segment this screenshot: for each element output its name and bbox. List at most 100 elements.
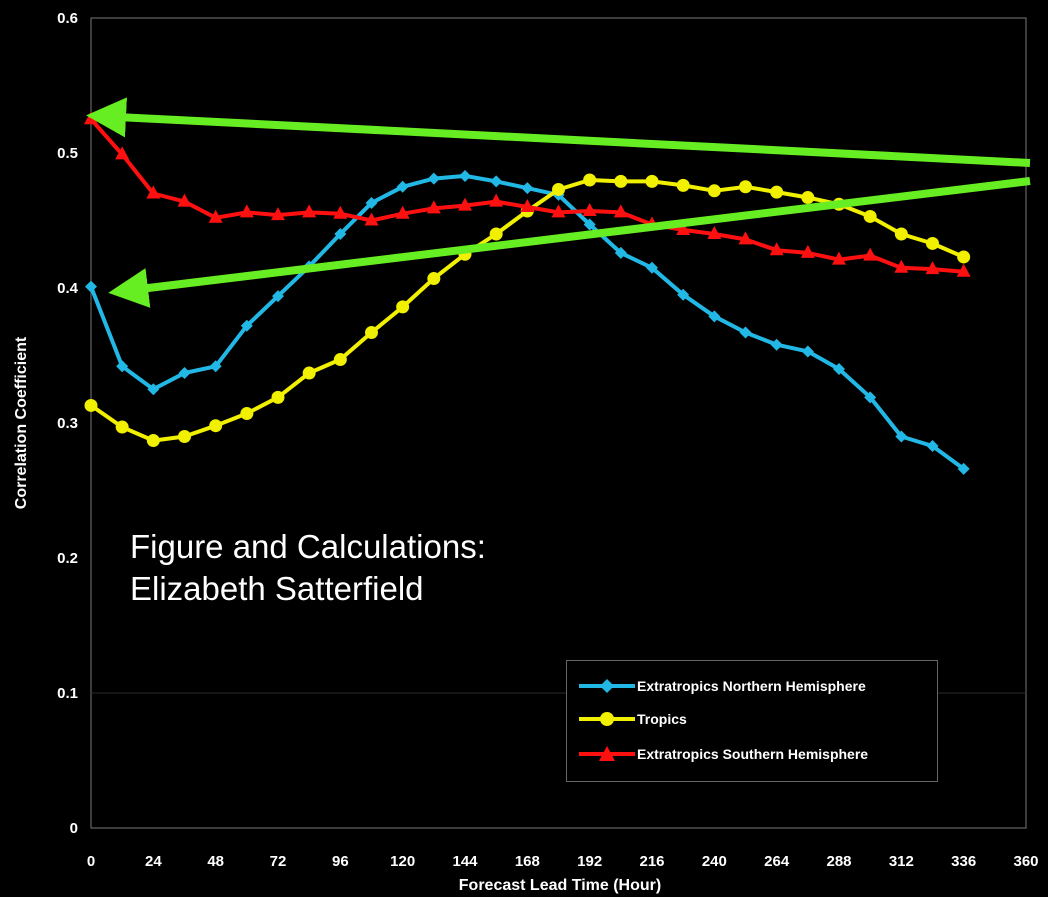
data-point bbox=[521, 182, 534, 195]
x-tick-label: 336 bbox=[951, 853, 976, 870]
data-point bbox=[800, 244, 815, 258]
y-tick-label: 0.4 bbox=[57, 280, 79, 297]
data-point bbox=[863, 247, 878, 261]
data-point bbox=[333, 353, 347, 367]
data-point bbox=[769, 242, 784, 256]
data-point bbox=[739, 326, 752, 339]
x-tick-label: 216 bbox=[639, 853, 664, 870]
x-tick-label: 240 bbox=[702, 853, 727, 870]
data-point bbox=[178, 367, 191, 380]
x-tick-label: 48 bbox=[207, 853, 224, 870]
data-point bbox=[708, 310, 721, 323]
legend: Extratropics Northern Hemisphere Tropics… bbox=[566, 660, 938, 782]
data-point bbox=[863, 209, 877, 223]
y-tick-label: 0.5 bbox=[57, 145, 78, 162]
data-point bbox=[583, 218, 596, 231]
data-point bbox=[178, 430, 191, 443]
arrow-to-nh-start bbox=[108, 177, 1031, 308]
triangle-line-icon bbox=[579, 746, 635, 761]
credit-line-1: Figure and Calculations: bbox=[130, 528, 486, 565]
y-tick-label: 0.2 bbox=[57, 550, 78, 567]
legend-item-sh: Extratropics Southern Hemisphere bbox=[579, 743, 868, 765]
data-point bbox=[956, 263, 971, 277]
data-point bbox=[489, 227, 503, 241]
y-tick-label: 0.6 bbox=[57, 10, 78, 27]
data-point bbox=[583, 173, 597, 187]
data-point bbox=[365, 326, 378, 340]
figure-credit: Figure and Calculations: Elizabeth Satte… bbox=[130, 526, 486, 610]
data-point bbox=[427, 172, 440, 185]
data-point bbox=[677, 288, 690, 301]
data-point bbox=[770, 185, 784, 199]
arrow-to-sh-start bbox=[86, 97, 1031, 167]
data-point bbox=[864, 391, 877, 404]
y-tick-label: 0.3 bbox=[57, 415, 78, 432]
data-point bbox=[490, 175, 503, 188]
data-point bbox=[459, 169, 471, 182]
data-point bbox=[84, 398, 98, 412]
data-point bbox=[239, 204, 254, 218]
diamond-line-icon bbox=[579, 679, 635, 693]
circle-line-icon bbox=[579, 712, 635, 726]
x-tick-label: 264 bbox=[764, 853, 790, 870]
x-tick-label: 0 bbox=[87, 853, 95, 870]
data-point bbox=[208, 209, 223, 223]
x-tick-label: 144 bbox=[452, 853, 478, 870]
data-point bbox=[426, 200, 441, 214]
data-point bbox=[115, 420, 129, 434]
data-point bbox=[614, 174, 628, 188]
data-point bbox=[146, 185, 161, 199]
data-point bbox=[613, 204, 628, 218]
data-point bbox=[894, 259, 909, 273]
data-point bbox=[85, 280, 97, 293]
data-point bbox=[333, 205, 348, 219]
x-tick-label: 120 bbox=[390, 853, 415, 870]
data-point bbox=[582, 203, 597, 217]
x-tick-label: 288 bbox=[826, 853, 851, 870]
data-point bbox=[801, 345, 814, 358]
x-tick-label: 72 bbox=[270, 853, 287, 870]
legend-label-sh: Extratropics Southern Hemisphere bbox=[637, 746, 869, 762]
data-point bbox=[272, 290, 284, 303]
data-point bbox=[271, 390, 285, 404]
data-point bbox=[552, 182, 565, 196]
data-point bbox=[177, 193, 192, 207]
x-tick-label: 312 bbox=[889, 853, 914, 870]
data-point bbox=[957, 250, 971, 264]
series-layer bbox=[84, 111, 971, 475]
data-point bbox=[364, 212, 379, 226]
data-point bbox=[115, 146, 130, 160]
data-point bbox=[894, 227, 908, 241]
x-tick-label: 24 bbox=[145, 853, 162, 870]
legend-item-tropics: Tropics bbox=[579, 708, 687, 730]
data-point bbox=[396, 180, 409, 193]
data-point bbox=[832, 251, 846, 265]
data-point bbox=[770, 338, 783, 351]
data-point bbox=[739, 180, 752, 194]
data-point bbox=[458, 197, 472, 211]
data-point bbox=[395, 205, 410, 219]
data-point bbox=[302, 366, 316, 380]
data-point bbox=[957, 462, 970, 475]
data-point bbox=[707, 226, 722, 239]
data-point bbox=[302, 204, 317, 218]
x-axis-title: Forecast Lead Time (Hour) bbox=[459, 877, 661, 894]
data-point bbox=[645, 174, 659, 188]
data-point bbox=[427, 272, 441, 286]
x-tick-label: 96 bbox=[332, 853, 349, 870]
data-point bbox=[240, 319, 253, 332]
data-point bbox=[147, 383, 160, 396]
data-point bbox=[738, 231, 753, 245]
y-tick-label: 0.1 bbox=[57, 685, 78, 702]
x-tick-label: 168 bbox=[515, 853, 540, 870]
data-point bbox=[926, 236, 939, 250]
data-point bbox=[365, 196, 378, 209]
data-point bbox=[209, 360, 222, 373]
data-point bbox=[801, 191, 815, 205]
y-axis-title: Correlation Coefficient bbox=[13, 336, 30, 509]
x-tick-label: 360 bbox=[1013, 853, 1038, 870]
data-point bbox=[925, 261, 940, 275]
data-point bbox=[240, 407, 254, 421]
data-point bbox=[614, 246, 627, 259]
